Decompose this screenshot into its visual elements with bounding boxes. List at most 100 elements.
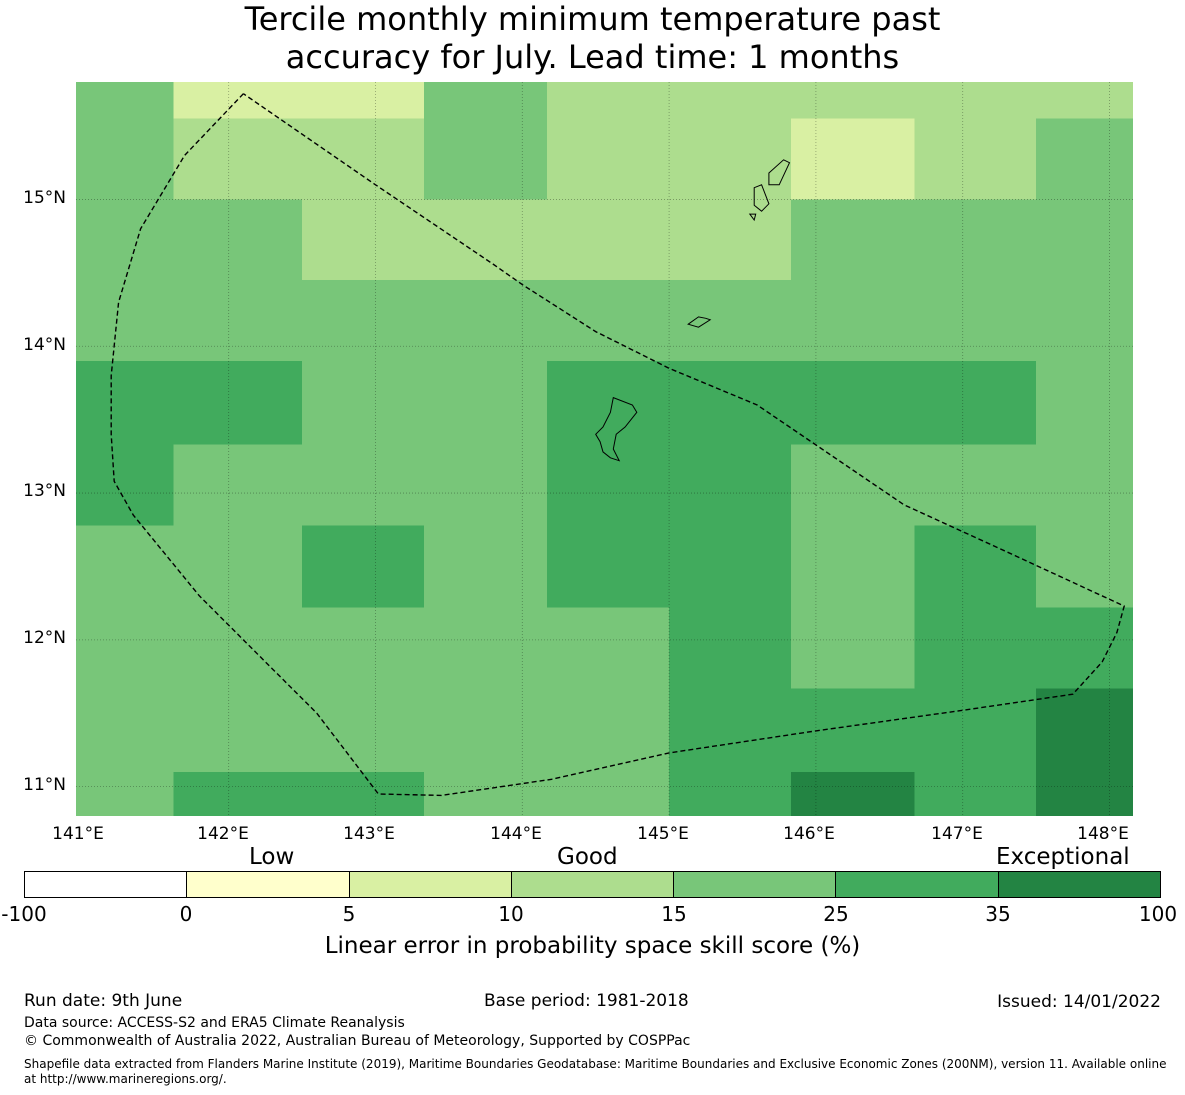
chart-title-line-2: accuracy for July. Lead time: 1 months	[285, 38, 900, 76]
copyright: © Commonwealth of Australia 2022, Austra…	[24, 1033, 691, 1049]
chart-title-line-1: Tercile monthly minimum temperature past	[244, 0, 941, 38]
heatmap-cell	[547, 280, 670, 362]
heatmap-cell	[173, 118, 303, 200]
heatmap-cell	[1036, 82, 1133, 120]
heatmap-cell	[790, 199, 915, 281]
heatmap-cell	[302, 82, 425, 120]
category-exceptional: Exceptional	[996, 844, 1130, 870]
heatmap-cell	[173, 444, 303, 526]
heatmap-cell	[669, 607, 792, 689]
run-date: Run date: 9th June	[24, 991, 183, 1011]
heatmap-cell	[669, 444, 792, 526]
heatmap-cell	[790, 525, 915, 609]
lon-label: 147°E	[931, 824, 983, 844]
heatmap-cell	[423, 82, 548, 120]
shapefile-credit: Shapefile data extracted from Flanders M…	[24, 1057, 1167, 1086]
heatmap-cell	[76, 82, 175, 120]
lon-label: 142°E	[197, 824, 249, 844]
heatmap-cell	[1036, 607, 1133, 689]
lon-label: 146°E	[783, 824, 835, 844]
eez-boundary	[110, 93, 1126, 797]
heatmap-cell	[1036, 118, 1133, 200]
lon-label: 145°E	[637, 824, 689, 844]
heatmap-cell	[302, 199, 425, 281]
colorbar-tick: 15	[661, 902, 687, 926]
heatmap-cell	[76, 688, 175, 773]
heatmap-cell	[1036, 688, 1133, 773]
heatmap-cell	[423, 607, 548, 689]
lat-label: 11°N	[23, 775, 66, 795]
heatmap-cell	[302, 688, 425, 773]
heatmap-cell	[173, 199, 303, 281]
heatmap-cell	[1036, 280, 1133, 362]
heatmap-cell	[173, 280, 303, 362]
colorbar-tick: 10	[498, 902, 524, 926]
heatmap-cell	[669, 280, 792, 362]
heatmap-cell	[790, 607, 915, 689]
heatmap-cell	[173, 525, 303, 609]
heatmap-cell	[790, 360, 915, 446]
colorbar-tick: -100	[1, 902, 47, 926]
lon-label: 143°E	[343, 824, 395, 844]
colorbar-segment	[836, 872, 999, 897]
coastlines	[595, 159, 791, 462]
heatmap-cell	[914, 118, 1037, 200]
heatmap-cell	[914, 82, 1037, 120]
heatmap-cell	[669, 688, 792, 773]
heatmap-cell	[1036, 771, 1133, 816]
heatmap-cell	[914, 607, 1037, 689]
heatmap-cell	[302, 444, 425, 526]
heatmap-cell	[547, 199, 670, 281]
colorbar-segment	[674, 872, 837, 897]
category-good: Good	[557, 844, 618, 870]
base-period: Base period: 1981-2018	[484, 991, 689, 1011]
heatmap-cell	[914, 771, 1037, 816]
heatmap-cell	[914, 525, 1037, 609]
heatmap-cell	[1036, 360, 1133, 446]
lon-label: 141°E	[52, 824, 104, 844]
issued-date: Issued: 14/01/2022	[997, 992, 1161, 1012]
heatmap-cell	[669, 118, 792, 200]
colorbar-tick: 35	[985, 902, 1011, 926]
heatmap-cell	[423, 360, 548, 446]
heatmap-cell	[302, 360, 425, 446]
colorbar	[24, 871, 1161, 898]
colorbar-tick: 100	[1138, 902, 1178, 926]
heatmap-cell	[790, 444, 915, 526]
heatmap-cell	[790, 771, 915, 816]
heatmap-cell	[423, 280, 548, 362]
heatmap-cell	[547, 82, 670, 120]
heatmap-cell	[790, 82, 915, 120]
heatmap-cell	[914, 280, 1037, 362]
colorbar-tick: 25	[823, 902, 849, 926]
heatmap-cell	[1036, 199, 1133, 281]
heatmap-cell	[790, 118, 915, 200]
heatmap-cell	[547, 688, 670, 773]
colorbar-tick: 0	[179, 902, 193, 926]
island-outline	[687, 316, 712, 328]
colorbar-tick: 5	[342, 902, 356, 926]
heatmap-cell	[423, 688, 548, 773]
heatmap-cell	[669, 360, 792, 446]
heatmap-cell	[547, 444, 670, 526]
heatmap-cell	[76, 771, 175, 816]
chart-title: Tercile monthly minimum temperature past…	[0, 0, 1185, 76]
heatmap-cells	[76, 82, 1133, 816]
heatmap-cell	[547, 360, 670, 446]
island-outline	[753, 184, 770, 212]
lat-label: 14°N	[23, 335, 66, 355]
heatmap-cell	[914, 199, 1037, 281]
heatmap-cell	[790, 688, 915, 773]
heatmap-cell	[790, 280, 915, 362]
lat-label: 15°N	[23, 188, 66, 208]
heatmap-cell	[547, 118, 670, 200]
heatmap-cell	[1036, 444, 1133, 526]
data-source: Data source: ACCESS-S2 and ERA5 Climate …	[24, 1015, 405, 1031]
heatmap-cell	[547, 607, 670, 689]
skill-score-map	[76, 82, 1133, 816]
heatmap-cell	[173, 771, 303, 816]
heatmap-cell	[302, 607, 425, 689]
heatmap-cell	[173, 360, 303, 446]
heatmap-cell	[173, 82, 303, 120]
category-low: Low	[249, 844, 295, 870]
